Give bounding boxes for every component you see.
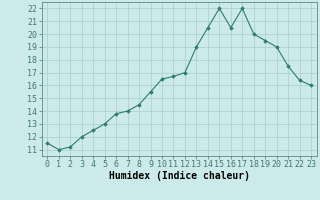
X-axis label: Humidex (Indice chaleur): Humidex (Indice chaleur) xyxy=(109,171,250,181)
